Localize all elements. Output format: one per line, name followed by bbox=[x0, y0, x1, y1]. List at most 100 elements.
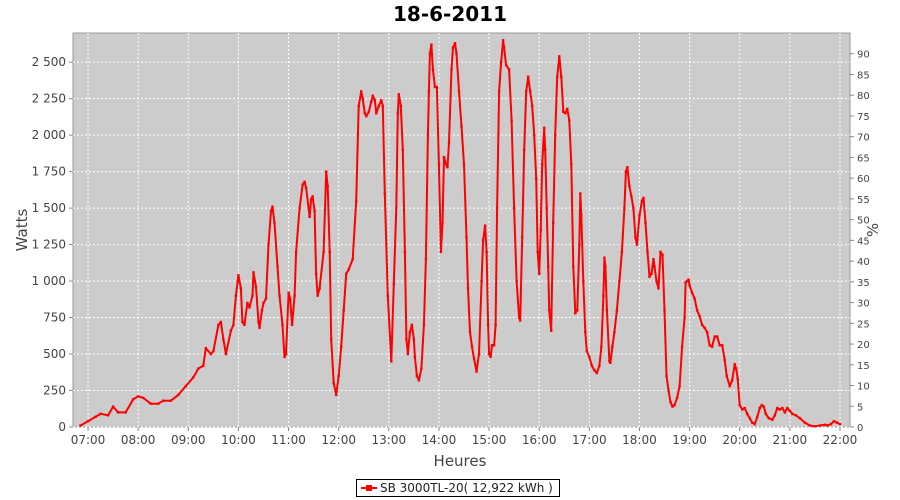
data-point bbox=[392, 282, 396, 286]
data-point bbox=[111, 405, 115, 408]
data-point bbox=[698, 314, 701, 318]
data-point bbox=[262, 301, 265, 305]
data-point bbox=[685, 279, 689, 283]
data-point bbox=[528, 90, 532, 93]
data-point bbox=[328, 250, 331, 254]
data-point bbox=[234, 294, 238, 297]
y2-tick-label: 75 bbox=[857, 112, 870, 123]
data-point bbox=[783, 411, 787, 414]
data-point bbox=[355, 199, 358, 203]
data-point bbox=[566, 107, 569, 111]
data-point bbox=[281, 323, 284, 327]
data-point bbox=[635, 243, 639, 246]
data-point bbox=[613, 330, 616, 334]
data-point bbox=[502, 46, 506, 49]
legend-label: SB 3000TL-20( 12,922 kWh ) bbox=[380, 481, 553, 495]
data-point bbox=[758, 406, 761, 410]
data-point bbox=[441, 221, 444, 224]
data-point bbox=[808, 424, 812, 427]
data-point bbox=[439, 250, 443, 254]
data-point bbox=[413, 355, 417, 359]
data-point bbox=[224, 352, 228, 356]
data-point bbox=[748, 417, 751, 420]
data-point bbox=[222, 338, 225, 341]
data-point bbox=[399, 104, 403, 108]
y2-tick-label: 15 bbox=[857, 361, 870, 372]
data-point bbox=[764, 412, 767, 416]
data-point bbox=[417, 379, 421, 382]
data-point bbox=[650, 272, 653, 275]
data-point bbox=[251, 294, 254, 297]
data-point bbox=[377, 104, 380, 108]
data-point bbox=[550, 329, 553, 332]
data-point bbox=[593, 368, 596, 372]
data-point bbox=[520, 236, 524, 239]
data-point bbox=[580, 214, 583, 217]
data-point bbox=[480, 279, 483, 283]
data-point bbox=[539, 228, 542, 232]
data-point bbox=[532, 133, 536, 137]
data-point bbox=[544, 148, 547, 151]
data-point bbox=[381, 104, 384, 108]
data-point bbox=[603, 256, 606, 259]
data-point bbox=[725, 374, 728, 378]
data-point bbox=[99, 412, 102, 416]
data-point bbox=[773, 414, 777, 417]
y-tick-label: 1 250 bbox=[32, 238, 66, 252]
data-point bbox=[397, 93, 401, 96]
data-point bbox=[661, 253, 664, 257]
data-point bbox=[435, 85, 439, 89]
data-point bbox=[620, 250, 624, 254]
x-tick-label: 08:00 bbox=[121, 433, 156, 447]
data-point bbox=[700, 323, 704, 327]
x-tick-label: 14:00 bbox=[422, 433, 457, 447]
y2-tick-label: 55 bbox=[857, 195, 870, 206]
data-point bbox=[786, 406, 789, 410]
data-point bbox=[512, 206, 516, 210]
y2-axis-label: % bbox=[864, 223, 882, 237]
data-point bbox=[197, 367, 200, 370]
data-point bbox=[169, 399, 172, 402]
data-point bbox=[466, 287, 470, 290]
data-point bbox=[254, 285, 258, 289]
data-point bbox=[337, 374, 340, 378]
data-point bbox=[462, 163, 466, 166]
data-point bbox=[578, 243, 581, 246]
data-point bbox=[632, 206, 635, 210]
data-point bbox=[534, 177, 538, 181]
data-point bbox=[401, 148, 405, 151]
data-point bbox=[271, 205, 274, 208]
data-point bbox=[371, 94, 374, 97]
data-point bbox=[485, 250, 488, 254]
data-point bbox=[357, 104, 360, 108]
x-tick-label: 16:00 bbox=[522, 433, 557, 447]
data-point bbox=[470, 345, 474, 348]
data-point bbox=[257, 320, 260, 324]
data-point bbox=[735, 367, 738, 370]
data-point bbox=[687, 278, 690, 281]
data-point bbox=[410, 323, 414, 327]
data-point bbox=[301, 183, 304, 186]
data-point bbox=[475, 370, 478, 373]
data-point bbox=[487, 352, 491, 356]
data-point bbox=[446, 166, 449, 169]
data-point bbox=[705, 330, 709, 334]
y2-tick-label: 5 bbox=[857, 402, 863, 413]
data-point bbox=[412, 338, 416, 341]
data-point bbox=[351, 257, 354, 261]
data-point bbox=[248, 306, 251, 309]
data-point bbox=[380, 98, 383, 102]
data-point bbox=[638, 214, 641, 217]
data-point bbox=[803, 421, 807, 424]
data-point bbox=[444, 163, 448, 166]
data-point bbox=[375, 112, 378, 115]
data-point bbox=[318, 287, 321, 290]
chart-title: 18-6-2011 bbox=[393, 2, 507, 26]
data-point bbox=[611, 345, 614, 348]
y-tick-label: 2 000 bbox=[32, 128, 66, 142]
data-point bbox=[177, 393, 180, 397]
data-point bbox=[823, 423, 827, 427]
data-point bbox=[232, 323, 235, 327]
data-point bbox=[703, 326, 706, 329]
data-point bbox=[515, 279, 518, 283]
